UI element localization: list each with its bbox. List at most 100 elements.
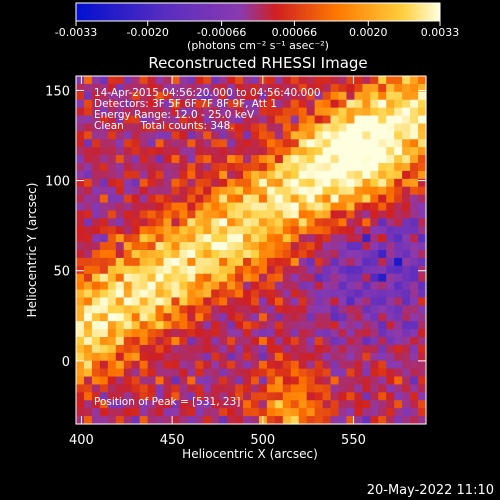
heatmap-cell	[394, 234, 403, 243]
heatmap-cell	[91, 273, 101, 283]
heatmap-cell	[386, 194, 395, 204]
heatmap-cell	[402, 408, 411, 417]
heatmap-cell	[346, 242, 355, 251]
heatmap-cell	[418, 337, 427, 346]
heatmap-cell	[243, 392, 252, 401]
heatmap-cell	[298, 210, 308, 219]
heatmap-cell	[282, 226, 292, 235]
x-tick-label: 550	[341, 433, 366, 448]
heatmap-cell	[235, 178, 244, 188]
heatmap-cell	[378, 305, 387, 314]
heatmap-cell	[171, 321, 180, 330]
heatmap-cell	[282, 329, 292, 338]
heatmap-cell	[187, 273, 196, 283]
heatmap-cell	[163, 170, 173, 180]
heatmap-cell	[163, 313, 173, 322]
heatmap-cell	[163, 384, 173, 393]
heatmap-cell	[298, 400, 308, 409]
heatmap-cell	[123, 376, 133, 386]
heatmap-cell	[195, 416, 204, 425]
heatmap-cell	[282, 186, 292, 196]
heatmap-cell	[306, 163, 316, 172]
heatmap-cell	[251, 218, 260, 227]
heatmap-cell	[131, 186, 141, 196]
heatmap-cell	[370, 91, 379, 101]
heatmap-cell	[195, 163, 204, 172]
heatmap-cell	[330, 376, 340, 386]
heatmap-cell	[76, 76, 85, 85]
heatmap-cell	[83, 178, 93, 188]
heatmap-cell	[298, 257, 308, 267]
heatmap-cell	[171, 123, 180, 132]
heatmap-cell	[418, 321, 427, 330]
heatmap-cell	[195, 337, 204, 346]
heatmap-cell	[338, 139, 348, 148]
heatmap-cell	[290, 329, 300, 338]
heatmap-cell	[394, 178, 403, 188]
heatmap-cell	[290, 344, 300, 354]
heatmap-cell	[258, 147, 268, 156]
heatmap-cell	[155, 155, 165, 164]
heatmap-cell	[386, 186, 395, 196]
heatmap-cell	[362, 76, 371, 85]
heatmap-cell	[354, 107, 363, 117]
heatmap-cell	[266, 76, 276, 85]
heatmap-cell	[131, 202, 141, 212]
heatmap-cell	[314, 281, 324, 291]
heatmap-cell	[282, 297, 292, 306]
heatmap-cell	[243, 163, 252, 172]
heatmap-cell	[227, 139, 236, 148]
heatmap-cell	[83, 139, 93, 148]
heatmap-cell	[235, 76, 244, 85]
heatmap-cell	[370, 131, 379, 140]
heatmap-cell	[227, 91, 236, 101]
heatmap-cell	[266, 313, 276, 322]
heatmap-cell	[203, 107, 212, 117]
heatmap-cell	[227, 408, 236, 417]
heatmap-cell	[346, 416, 355, 425]
heatmap-cell	[195, 281, 204, 291]
heatmap-cell	[402, 76, 411, 85]
heatmap-cell	[274, 360, 284, 370]
heatmap-cell	[195, 107, 204, 117]
heatmap-cell	[258, 186, 268, 196]
heatmap-cell	[227, 163, 236, 172]
heatmap-cell	[107, 178, 117, 188]
heatmap-cell	[179, 313, 188, 322]
heatmap-cell	[354, 202, 363, 212]
heatmap-cell	[203, 76, 212, 85]
heatmap-cell	[171, 139, 180, 148]
heatmap-cell	[298, 107, 308, 117]
heatmap-cell	[243, 170, 252, 180]
heatmap-cell	[147, 107, 157, 117]
heatmap-cell	[219, 99, 228, 109]
heatmap-cell	[338, 408, 348, 417]
heatmap-cell	[362, 178, 371, 188]
heatmap-cell	[123, 392, 133, 401]
heatmap-cell	[346, 210, 355, 219]
heatmap-cell	[330, 147, 340, 156]
heatmap-cell	[362, 273, 371, 283]
heatmap-cell	[282, 250, 292, 259]
heatmap-cell	[274, 186, 284, 196]
heatmap-cell	[107, 155, 117, 164]
heatmap-cell	[330, 91, 340, 101]
heatmap-cell	[243, 329, 252, 338]
heatmap-cell	[235, 392, 244, 401]
heatmap-cell	[314, 226, 324, 235]
heatmap-cell	[370, 194, 379, 204]
heatmap-cell	[91, 416, 101, 425]
heatmap-cell	[251, 376, 260, 386]
heatmap-cell	[76, 400, 85, 409]
heatmap-cell	[418, 273, 427, 283]
heatmap-cell	[203, 257, 212, 267]
heatmap-cell	[394, 305, 403, 314]
heatmap-cell	[330, 305, 340, 314]
heatmap-cell	[251, 202, 260, 212]
heatmap-cell	[402, 352, 411, 362]
heatmap-cell	[338, 289, 348, 299]
heatmap-cell	[227, 155, 236, 164]
heatmap-cell	[195, 155, 204, 164]
heatmap-cell	[131, 265, 141, 275]
heatmap-cell	[211, 273, 220, 283]
